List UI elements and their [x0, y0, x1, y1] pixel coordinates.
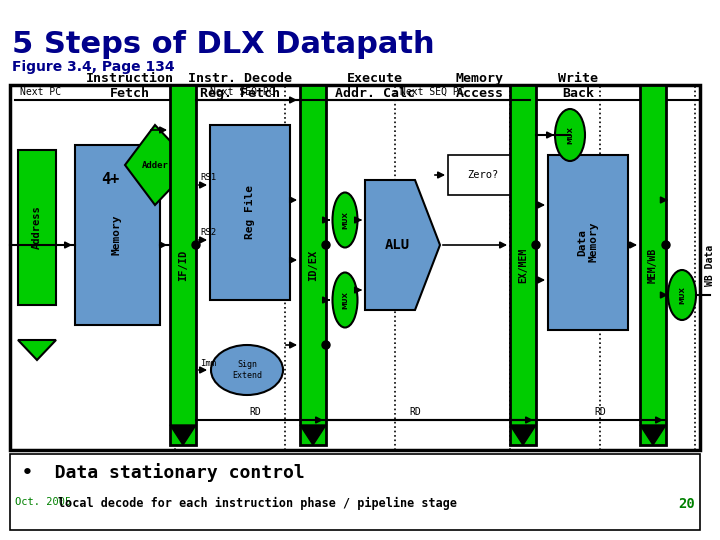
- Text: Next SEQ PC: Next SEQ PC: [210, 87, 274, 97]
- FancyBboxPatch shape: [75, 145, 160, 325]
- Polygon shape: [18, 340, 56, 360]
- Text: Back: Back: [562, 87, 594, 100]
- Text: Fetch: Fetch: [110, 87, 150, 100]
- Text: MUX: MUX: [567, 126, 573, 144]
- Ellipse shape: [333, 273, 358, 327]
- FancyBboxPatch shape: [10, 85, 700, 450]
- Text: Zero?: Zero?: [467, 170, 499, 180]
- Circle shape: [192, 241, 200, 249]
- Text: Adder: Adder: [142, 160, 168, 170]
- Text: Reg File: Reg File: [245, 185, 255, 239]
- Text: Oct. 2005: Oct. 2005: [15, 497, 71, 507]
- Ellipse shape: [555, 109, 585, 161]
- Text: Access: Access: [456, 87, 504, 100]
- Polygon shape: [365, 180, 440, 310]
- Circle shape: [322, 341, 330, 349]
- Text: Next SEQ PC: Next SEQ PC: [400, 87, 464, 97]
- Circle shape: [322, 241, 330, 249]
- Text: local decode for each instruction phase / pipeline stage: local decode for each instruction phase …: [58, 497, 457, 510]
- Ellipse shape: [668, 270, 696, 320]
- Text: Reg. Fetch: Reg. Fetch: [200, 87, 280, 100]
- Text: IF/ID: IF/ID: [178, 249, 188, 281]
- Text: Memory: Memory: [112, 215, 122, 255]
- Text: Instr. Decode: Instr. Decode: [188, 72, 292, 85]
- Text: MUX: MUX: [342, 291, 348, 309]
- Text: RD: RD: [409, 407, 421, 417]
- Text: •  Data stationary control: • Data stationary control: [22, 463, 305, 482]
- Text: MUX: MUX: [342, 211, 348, 229]
- Text: Figure 3.4, Page 134: Figure 3.4, Page 134: [12, 60, 175, 74]
- Text: ID/EX: ID/EX: [308, 249, 318, 281]
- FancyBboxPatch shape: [170, 85, 196, 445]
- FancyBboxPatch shape: [548, 155, 628, 330]
- FancyBboxPatch shape: [210, 125, 290, 300]
- Text: RD: RD: [594, 407, 606, 417]
- Ellipse shape: [333, 192, 358, 247]
- Text: ALU: ALU: [384, 238, 410, 252]
- FancyBboxPatch shape: [18, 150, 56, 305]
- Polygon shape: [170, 425, 196, 445]
- FancyBboxPatch shape: [448, 155, 518, 195]
- Circle shape: [662, 241, 670, 249]
- Text: RS1: RS1: [200, 173, 216, 182]
- Text: MEM/WB: MEM/WB: [648, 247, 658, 282]
- Text: Write: Write: [558, 72, 598, 85]
- Text: RS2: RS2: [200, 228, 216, 237]
- Text: Addr. Calc: Addr. Calc: [335, 87, 415, 100]
- Polygon shape: [510, 425, 536, 445]
- Polygon shape: [640, 425, 666, 445]
- Text: Sign
Extend: Sign Extend: [232, 360, 262, 380]
- Text: Memory: Memory: [456, 72, 504, 85]
- Text: Execute: Execute: [347, 72, 403, 85]
- FancyBboxPatch shape: [640, 85, 666, 445]
- FancyBboxPatch shape: [300, 85, 326, 445]
- Text: Data
Memory: Data Memory: [577, 222, 599, 262]
- Polygon shape: [300, 425, 326, 445]
- Text: MUX: MUX: [679, 286, 685, 304]
- Ellipse shape: [211, 345, 283, 395]
- Text: WB Data: WB Data: [705, 245, 715, 286]
- Text: Address: Address: [32, 205, 42, 249]
- Text: 5 Steps of DLX Datapath: 5 Steps of DLX Datapath: [12, 30, 435, 59]
- Text: EX/MEM: EX/MEM: [518, 247, 528, 282]
- Text: Imm: Imm: [200, 359, 216, 368]
- Text: RD: RD: [249, 407, 261, 417]
- Polygon shape: [125, 125, 193, 205]
- FancyBboxPatch shape: [10, 454, 700, 530]
- Text: 4+: 4+: [101, 172, 119, 187]
- Text: 20: 20: [678, 497, 695, 511]
- FancyBboxPatch shape: [510, 85, 536, 445]
- Circle shape: [532, 241, 540, 249]
- Text: Instruction: Instruction: [86, 72, 174, 85]
- Text: Next PC: Next PC: [20, 87, 61, 97]
